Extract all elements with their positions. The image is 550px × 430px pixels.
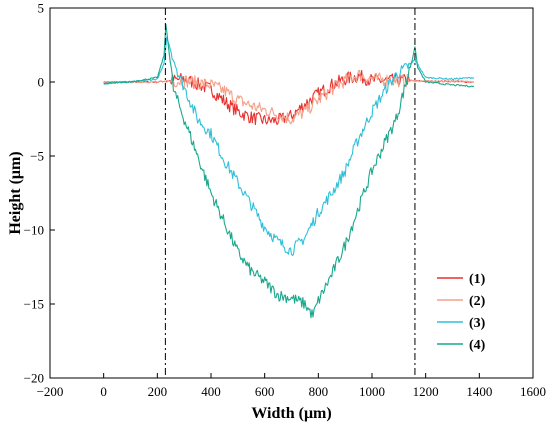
x-tick-label: 800 (309, 384, 329, 399)
x-tick-label: 1200 (413, 384, 439, 399)
legend: (1) (2) (3) (4) (437, 272, 486, 353)
y-tick-label: −15 (24, 297, 44, 312)
y-axis-ticks: 5 0 −5 −10 −15 −20 (24, 1, 55, 386)
x-tick-label: 600 (255, 384, 275, 399)
plot-lines (103, 23, 475, 319)
series-line-1 (103, 69, 475, 126)
x-tick-label: 1000 (359, 384, 385, 399)
x-tick-label: −200 (37, 384, 64, 399)
y-axis-title: Height (μm) (7, 151, 24, 234)
x-tick-label: 200 (148, 384, 168, 399)
y-tick-label: −5 (30, 149, 44, 164)
legend-label-2: (2) (469, 294, 486, 309)
series-line-2 (103, 69, 475, 125)
x-tick-label: 1600 (520, 384, 546, 399)
reference-lines (164, 8, 416, 378)
x-axis-title: Width (μm) (251, 405, 331, 422)
x-tick-label: 0 (100, 384, 107, 399)
legend-label-4: (4) (469, 338, 486, 353)
legend-label-1: (1) (469, 272, 486, 287)
y-tick-label: −10 (24, 223, 44, 238)
plot-frame (49, 7, 534, 379)
x-tick-label: 400 (201, 384, 221, 399)
y-tick-label: 0 (38, 75, 45, 90)
series-line-4 (103, 23, 475, 319)
x-axis-ticks: −200 0 200 400 600 800 1000 1200 1400 1600 (37, 373, 546, 399)
legend-label-3: (3) (469, 316, 486, 331)
y-tick-label: −20 (24, 371, 44, 386)
y-tick-label: 5 (38, 1, 45, 16)
x-tick-label: 1400 (466, 384, 492, 399)
